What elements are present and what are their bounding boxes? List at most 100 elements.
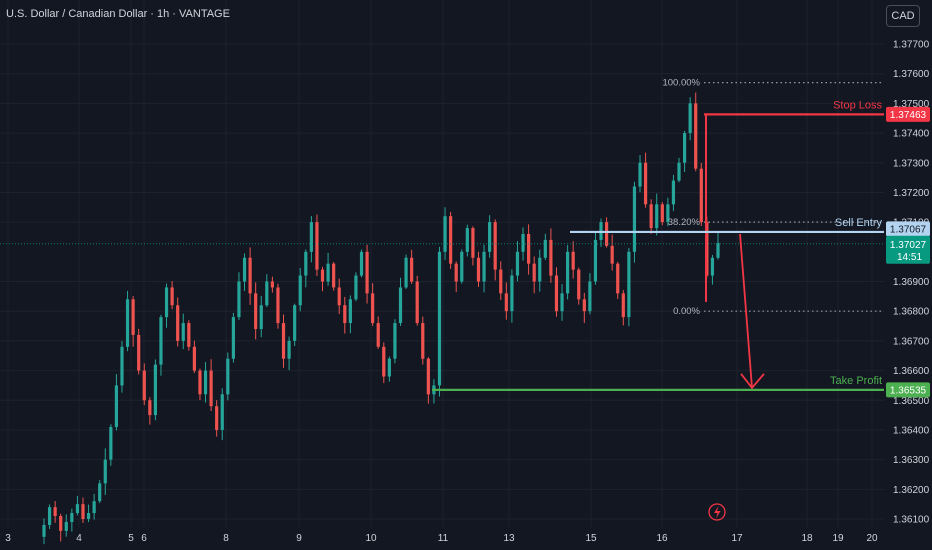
candle-body [454, 263, 458, 282]
price-tick-label: 1.37700 [893, 40, 930, 51]
candle-body [125, 299, 130, 347]
candle-body [354, 275, 358, 300]
sell-entry-price-tag: 1.37067 [890, 224, 927, 235]
candle-body [682, 133, 687, 163]
candle-body [209, 370, 213, 407]
candle-body [554, 275, 559, 312]
candle-body [153, 364, 158, 416]
candle-body [710, 257, 715, 276]
candle-body [460, 251, 464, 282]
candle-body [604, 222, 609, 246]
candle-body [47, 507, 52, 525]
candle-body [164, 287, 169, 318]
current-price-tag-bg [886, 235, 930, 264]
candle-body [203, 370, 208, 395]
candle-body [131, 299, 135, 335]
candle-body [671, 180, 676, 205]
candle-body [226, 358, 230, 395]
time-tick-label: 20 [866, 533, 878, 544]
trade-levels[interactable]: Stop Loss Sell Entry Take Profit [432, 99, 884, 391]
price-tick-label: 1.36700 [893, 336, 930, 347]
time-tick-label: 4 [76, 533, 82, 544]
candle-body [187, 323, 191, 347]
arrow-shaft [739, 233, 753, 388]
fib-level-label: 0.00% [673, 306, 700, 317]
candle-body [471, 228, 475, 258]
candle-body [488, 222, 492, 252]
candle-body [499, 269, 503, 294]
currency-button[interactable]: CAD [886, 5, 920, 27]
candle-body [376, 323, 380, 347]
candle-body [632, 186, 637, 252]
candle-body [103, 459, 107, 484]
fib-level-label: 38.20% [668, 217, 701, 228]
candle-body [281, 323, 286, 359]
time-axis[interactable]: 3 4 5 6 8 9 10 11 13 15 16 17 18 19 20 [5, 533, 878, 544]
time-tick-label: 15 [585, 533, 597, 544]
candle-body [387, 358, 391, 377]
candle-body [343, 305, 347, 324]
candle-body [120, 346, 124, 386]
price-tick-label: 1.36500 [893, 396, 930, 407]
time-tick-label: 17 [731, 533, 743, 544]
price-tick-label: 1.36900 [893, 277, 930, 288]
candle-body [415, 281, 419, 324]
candle-body [694, 103, 698, 169]
price-tick-label: 1.37300 [893, 158, 930, 169]
candle-body [237, 281, 241, 318]
fibonacci-retracement[interactable]: 100.00% 38.20% 0.00% [0, 78, 884, 318]
candle-body [677, 162, 681, 181]
candle-body [515, 251, 520, 276]
candle-body [621, 293, 625, 318]
candle-body [643, 162, 648, 205]
candle-body [220, 394, 224, 430]
projection-arrow [739, 233, 765, 390]
sell-entry-price-tag-bg [886, 221, 930, 237]
candle-body [649, 204, 653, 229]
candle-body [86, 513, 91, 519]
candle-body [655, 204, 659, 229]
candle-body [359, 251, 364, 276]
candle-body [259, 305, 263, 329]
candle-body [176, 305, 180, 341]
time-tick-label: 5 [128, 533, 134, 544]
candle-body [142, 370, 146, 401]
chart-grid [0, 0, 884, 527]
candle-body [627, 251, 631, 318]
candle-body [571, 251, 575, 270]
current-price-tag: 1.37027 [890, 240, 927, 251]
lightning-icon[interactable] [708, 503, 726, 521]
candle-body [688, 103, 692, 134]
candle-body [476, 257, 481, 282]
take-profit-price-tag-bg [886, 382, 930, 398]
candle-body [70, 513, 74, 522]
candle-body [493, 222, 497, 270]
time-tick-label: 19 [832, 533, 844, 544]
candle-body [254, 293, 258, 329]
candle-body [610, 245, 614, 264]
price-tick-label: 1.37600 [893, 69, 930, 80]
stop-loss-price-tag: 1.37463 [890, 110, 927, 121]
price-tick-label: 1.36400 [893, 425, 930, 436]
current-price-tag-countdown: 14:51 [897, 252, 922, 263]
candle-body [666, 204, 670, 223]
candle-body [53, 507, 57, 517]
sell-entry-label: Sell Entry [835, 217, 883, 229]
lightning-icon-ring [708, 503, 726, 521]
candle-body [560, 293, 564, 312]
time-tick-label: 10 [365, 533, 377, 544]
candle-body [699, 168, 703, 223]
candle-body [421, 323, 425, 359]
time-tick-label: 8 [223, 533, 229, 544]
candle-body [170, 287, 174, 306]
candle-body [298, 275, 302, 306]
price-tick-label: 1.36200 [893, 485, 930, 496]
stop-loss-price-tag-bg [886, 106, 930, 122]
candle-body [527, 234, 531, 264]
candle-body [114, 385, 119, 427]
candle-body [81, 504, 85, 519]
candle-body [59, 516, 63, 531]
candle-body [320, 269, 325, 282]
price-tick-label: 1.36100 [893, 515, 930, 526]
